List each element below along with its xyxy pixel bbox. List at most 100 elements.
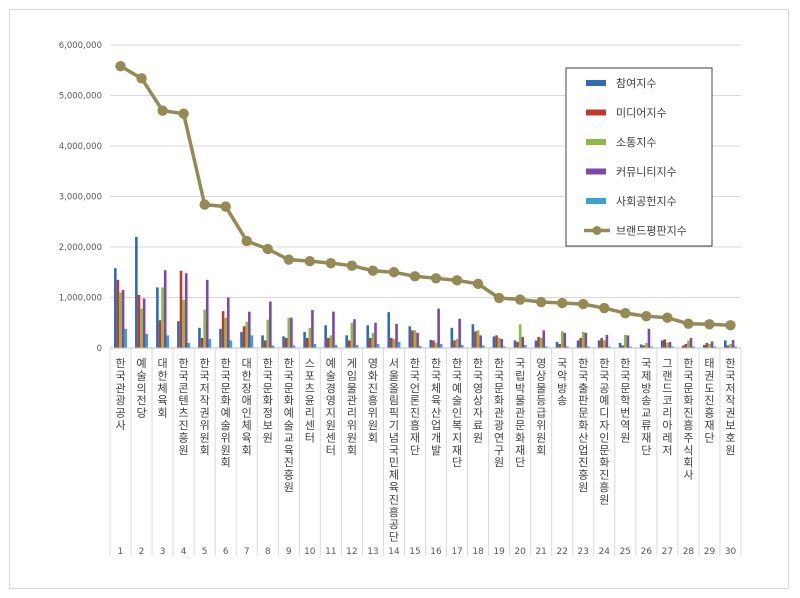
bar-소통지수-26 bbox=[645, 342, 648, 348]
x-rank-label: 12 bbox=[346, 547, 357, 557]
legend-swatch bbox=[586, 139, 606, 145]
bar-커뮤니티지수-14 bbox=[395, 323, 398, 348]
bar-참여지수-30 bbox=[723, 340, 727, 348]
y-axis: 0 1,000,000 2,000,000 3,000,000 4,000,000 5,0… bbox=[59, 41, 102, 354]
bar-사회공헌지수-5 bbox=[208, 338, 212, 348]
bar-참여지수-15 bbox=[408, 326, 412, 348]
bar-미디어지수-11 bbox=[326, 337, 330, 348]
bar-미디어지수-18 bbox=[474, 331, 477, 348]
point-브랜드평판지수-1 bbox=[115, 61, 126, 72]
legend-label: 브랜드평판지수 bbox=[616, 225, 687, 238]
bar-소통지수-20 bbox=[518, 324, 522, 348]
bar-미디어지수-29 bbox=[705, 342, 709, 348]
bar-사회공헌지수-6 bbox=[229, 340, 233, 348]
bar-커뮤니티지수-7 bbox=[248, 311, 251, 348]
x-rank-label: 14 bbox=[388, 547, 400, 557]
x-rank-label: 28 bbox=[683, 547, 695, 557]
y-tick-label: 6,000,000 bbox=[59, 41, 102, 51]
bar-커뮤니티지수-23 bbox=[584, 332, 588, 348]
y-tick-label: 5,000,000 bbox=[59, 92, 102, 102]
bar-소통지수-30 bbox=[729, 343, 732, 348]
bar-미디어지수-6 bbox=[221, 311, 225, 348]
legend-box bbox=[565, 67, 713, 247]
bar-참여지수-20 bbox=[513, 340, 517, 348]
x-rank-label: 11 bbox=[325, 547, 336, 557]
bar-미디어지수-15 bbox=[411, 330, 414, 348]
bar-미디어지수-25 bbox=[621, 345, 625, 348]
bar-소통지수-14 bbox=[392, 338, 396, 348]
x-rank-label: 19 bbox=[493, 547, 505, 557]
bar-사회공헌지수-3 bbox=[166, 335, 170, 348]
bar-소통지수-28 bbox=[687, 340, 690, 348]
y-tick-label: 3,000,000 bbox=[59, 193, 102, 203]
bar-커뮤니티지수-21 bbox=[542, 330, 546, 348]
bar-사회공헌지수-2 bbox=[145, 333, 149, 348]
bar-커뮤니티지수-12 bbox=[353, 319, 356, 348]
x-rank-label: 9 bbox=[286, 547, 292, 557]
x-rank-label: 2 bbox=[139, 547, 145, 557]
bar-소통지수-4 bbox=[182, 300, 185, 348]
x-rank-label: 29 bbox=[704, 547, 716, 557]
bar-미디어지수-5 bbox=[200, 337, 204, 348]
bar-소통지수-3 bbox=[161, 287, 164, 348]
bar-사회공헌지수-4 bbox=[187, 342, 191, 348]
bar-커뮤니티지수-3 bbox=[163, 270, 167, 348]
bar-커뮤니티지수-29 bbox=[710, 341, 714, 348]
bar-커뮤니티지수-28 bbox=[689, 337, 693, 348]
bar-사회공헌지수-21 bbox=[545, 346, 548, 348]
bar-커뮤니티지수-30 bbox=[731, 339, 735, 348]
bar-미디어지수-21 bbox=[537, 336, 540, 348]
bar-소통지수-18 bbox=[476, 330, 480, 348]
bar-커뮤니티지수-6 bbox=[226, 297, 230, 348]
x-rank-label: 21 bbox=[535, 547, 546, 557]
bar-참여지수-1 bbox=[114, 268, 117, 348]
bar-소통지수-6 bbox=[224, 317, 227, 348]
bar-커뮤니티지수-16 bbox=[437, 308, 440, 348]
bar-사회공헌지수-23 bbox=[587, 346, 590, 348]
legend-label: 사회공헌지수 bbox=[616, 195, 677, 208]
bar-미디어지수-27 bbox=[663, 339, 667, 348]
bar-참여지수-27 bbox=[660, 340, 664, 348]
bar-커뮤니티지수-1 bbox=[121, 289, 125, 348]
legend-label: 소통지수 bbox=[616, 136, 656, 149]
chart-frame bbox=[9, 9, 789, 589]
bar-미디어지수-2 bbox=[137, 294, 141, 348]
point-브랜드평판지수-30 bbox=[725, 320, 736, 331]
bar-소통지수-15 bbox=[413, 330, 417, 348]
x-rank-label: 3 bbox=[160, 547, 166, 557]
x-rank-label: 18 bbox=[472, 547, 484, 557]
x-rank-label: 8 bbox=[265, 547, 271, 557]
bar-참여지수-18 bbox=[471, 324, 475, 348]
bar-소통지수-19 bbox=[497, 337, 501, 348]
point-브랜드평판지수-9 bbox=[283, 254, 294, 265]
bar-미디어지수-24 bbox=[600, 337, 603, 348]
x-rank-label: 6 bbox=[223, 547, 229, 557]
x-rank-label: 23 bbox=[578, 547, 589, 557]
bar-미디어지수-9 bbox=[284, 337, 288, 348]
bar-소통지수-22 bbox=[560, 331, 564, 348]
x-rank-label: 24 bbox=[599, 547, 611, 557]
point-브랜드평판지수-7 bbox=[241, 235, 252, 247]
bar-사회공헌지수-26 bbox=[650, 346, 653, 348]
bar-참여지수-17 bbox=[450, 327, 454, 348]
legend-label: 참여지수 bbox=[616, 77, 656, 90]
bar-사회공헌지수-1 bbox=[124, 328, 128, 348]
legend-swatch bbox=[586, 198, 606, 204]
bar-소통지수-25 bbox=[624, 334, 627, 348]
bar-미디어지수-4 bbox=[179, 270, 183, 348]
